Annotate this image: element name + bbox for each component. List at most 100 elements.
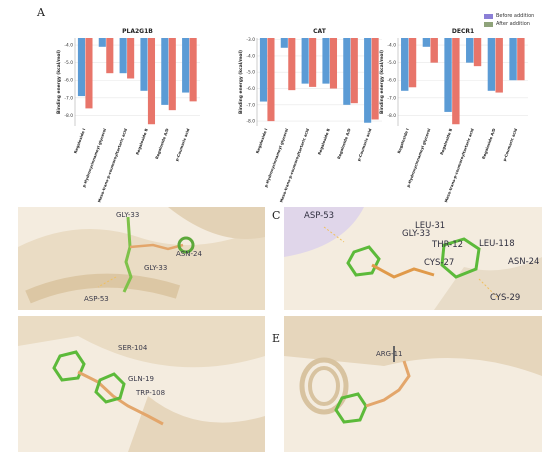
residue-label: LEU-31 — [415, 221, 446, 231]
bar-after — [430, 38, 438, 63]
x-tick-label: p-Hydroxycinnamoyl glycerol — [405, 128, 431, 188]
y-axis-label: Binding energy (kcal/mol) — [238, 50, 244, 114]
docking-panel-d: SER-104 GLN-19 TRP-108 — [18, 316, 265, 452]
x-tick-label: p-Hydroxycinnamoyl glycerol — [81, 128, 107, 188]
residue-label: TRP-108 — [136, 389, 166, 397]
bar-after — [267, 38, 275, 122]
bar-before — [280, 38, 288, 48]
bar-before — [182, 38, 190, 93]
x-tick-label: Regaloside B — [135, 128, 149, 156]
x-tick-label: Regaloside B — [317, 128, 331, 156]
legend-swatch-before — [484, 13, 493, 19]
residue-label: GLY-33 — [116, 211, 140, 219]
bar-after — [408, 38, 417, 88]
bar-before — [487, 38, 496, 91]
chart-title: DECR1 — [452, 28, 474, 35]
y-tick-label: -7.0 — [246, 102, 255, 108]
x-tick-label: Regaloside B — [439, 128, 453, 156]
legend-label-before: Before addition — [496, 13, 535, 19]
y-axis-label: Binding energy (kcal/mol) — [379, 50, 385, 114]
bar-before — [422, 38, 431, 47]
y-tick-label: -4.0 — [246, 53, 255, 59]
legend-item-before: Before addition — [484, 12, 534, 20]
docking-panel-c: ASP-53 LEU-31 GLY-33 THR-12 LEU-118 ASN-… — [284, 207, 542, 310]
y-tick-label: -8.0 — [387, 113, 396, 119]
bar-after — [147, 38, 156, 125]
bar-before — [364, 38, 372, 123]
panel-c-image — [284, 207, 542, 310]
chart-legend: Before addition After addition — [484, 12, 534, 28]
residue-label: GLY-33 — [144, 264, 168, 272]
bar-before — [444, 38, 452, 112]
residue-label: ASP-53 — [304, 211, 335, 221]
bar-before — [401, 38, 409, 91]
bar-after — [473, 38, 482, 67]
residue-label: SER-104 — [118, 344, 148, 352]
x-tick-label: Regaloside A/D — [154, 128, 170, 160]
bar-after — [106, 38, 114, 74]
legend-label-after: After addition — [496, 21, 530, 27]
y-tick-label: -8.0 — [246, 119, 255, 125]
residue-label: CYS-29 — [490, 293, 521, 303]
residue-label: CYS-27 — [424, 258, 455, 268]
y-axis-label: Binding energy (kcal/mol) — [56, 50, 62, 114]
panel-label-c: C — [272, 209, 281, 222]
y-tick-label: -5.0 — [64, 60, 73, 66]
bar-after — [350, 38, 358, 104]
bar-after — [329, 38, 338, 89]
residue-label: GLY-33 — [402, 229, 431, 239]
x-tick-label: p-Coumaric acid — [502, 127, 519, 161]
bar-after — [288, 38, 296, 91]
residue-label: ARG-11 — [376, 350, 403, 358]
bar-before — [466, 38, 474, 63]
legend-swatch-after — [484, 21, 493, 27]
bar-before — [119, 38, 127, 74]
legend-item-after: After addition — [484, 20, 534, 28]
residue-label: THR-12 — [432, 240, 464, 250]
y-tick-label: -7.0 — [64, 95, 73, 101]
y-tick-label: -6.0 — [387, 78, 396, 84]
x-tick-label: Regaloside A/D — [481, 128, 497, 160]
bar-after — [168, 38, 176, 111]
panel-label-e: E — [272, 332, 281, 345]
chart-title: PLA2G1B — [122, 28, 153, 35]
bar-after — [309, 38, 317, 87]
bar-before — [509, 38, 517, 81]
docking-panel-e: ARG-11 — [284, 316, 542, 452]
docking-panel-b: GLY-33 GLY-33 ASN-24 ASP-53 — [18, 207, 265, 310]
x-tick-label: Regaloside I — [396, 127, 410, 154]
y-tick-label: -4.0 — [387, 43, 396, 49]
residue-label: ASN-24 — [176, 250, 202, 258]
y-tick-label: -4.0 — [64, 43, 73, 49]
panel-label-a: A — [37, 6, 45, 19]
y-tick-label: -6.0 — [246, 86, 255, 92]
y-tick-label: -3.0 — [246, 37, 255, 43]
x-tick-label: Regaloside I — [73, 127, 87, 154]
panel-b-image — [18, 207, 265, 310]
y-tick-label: -5.0 — [387, 60, 396, 66]
bar-before — [161, 38, 169, 105]
y-tick-label: -5.0 — [246, 70, 255, 76]
residue-label: GLN-19 — [128, 375, 154, 383]
bar-after — [517, 38, 525, 81]
x-tick-label: p-Hydroxycinnamoyl glycerol — [263, 128, 289, 188]
bar-before — [322, 38, 330, 84]
panel-e-image — [284, 316, 542, 424]
residue-label: ASN-24 — [508, 257, 540, 267]
residue-label: ASP-53 — [84, 295, 109, 303]
bar-before — [77, 38, 86, 97]
y-tick-label: -7.0 — [387, 95, 396, 101]
bar-before — [98, 38, 106, 47]
bar-after — [85, 38, 93, 109]
y-tick-label: -6.0 — [64, 78, 73, 84]
bar-after — [127, 38, 135, 79]
bar-before — [140, 38, 148, 91]
y-tick-label: -8.0 — [64, 113, 73, 119]
x-tick-label: Regaloside A/D — [336, 128, 352, 160]
bar-after — [452, 38, 460, 125]
chart-title: CAT — [313, 28, 327, 35]
bar-after — [495, 38, 503, 93]
bar-before — [301, 38, 309, 84]
